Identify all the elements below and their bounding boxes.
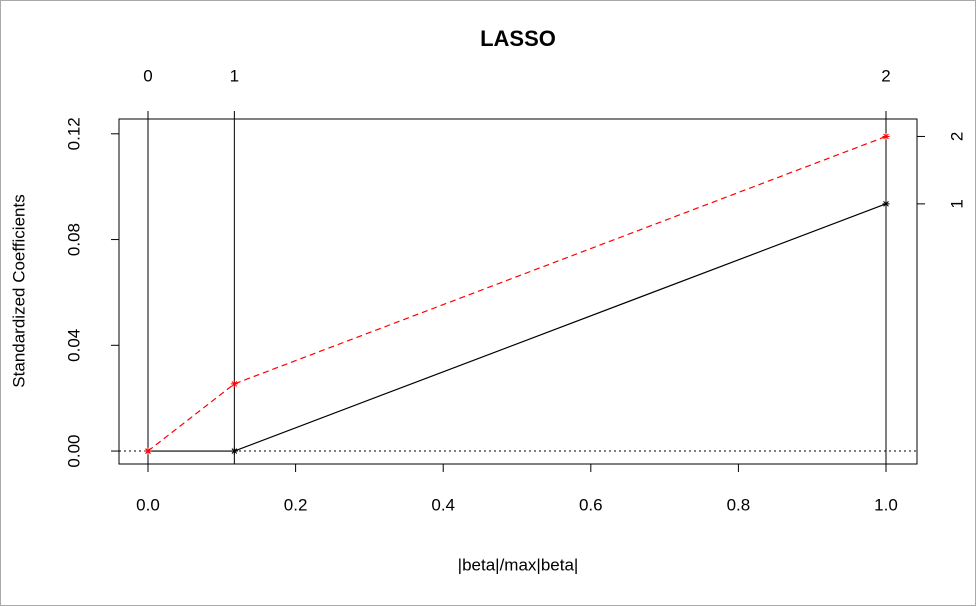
point-marker [230, 380, 238, 388]
step-label: 2 [881, 66, 890, 85]
series-label: 1 [947, 199, 966, 208]
y-tick-label: 0.08 [64, 223, 83, 256]
y-axis-label: Standardized Coefficients [9, 194, 28, 387]
x-tick-label: 0.8 [727, 495, 751, 514]
y-tick-label: 0.12 [64, 117, 83, 150]
y-tick-label: 0.04 [64, 329, 83, 362]
x-tick-label: 0.6 [579, 495, 603, 514]
series-line [147, 135, 887, 452]
x-tick-label: 1.0 [874, 495, 898, 514]
point-marker [882, 200, 890, 208]
chart-title: LASSO [480, 26, 556, 51]
plot-box [118, 118, 918, 465]
y-tick-label: 0.00 [64, 434, 83, 467]
point-marker [144, 447, 152, 455]
step-label: 0 [143, 66, 152, 85]
x-tick-label: 0.4 [431, 495, 455, 514]
series-label: 2 [947, 132, 966, 141]
x-tick-label: 0.0 [136, 495, 160, 514]
point-marker [882, 132, 890, 140]
point-marker [230, 447, 238, 455]
x-tick-label: 0.2 [284, 495, 308, 514]
x-axis-label: |beta|/max|beta| [458, 555, 579, 574]
step-label: 1 [230, 66, 239, 85]
